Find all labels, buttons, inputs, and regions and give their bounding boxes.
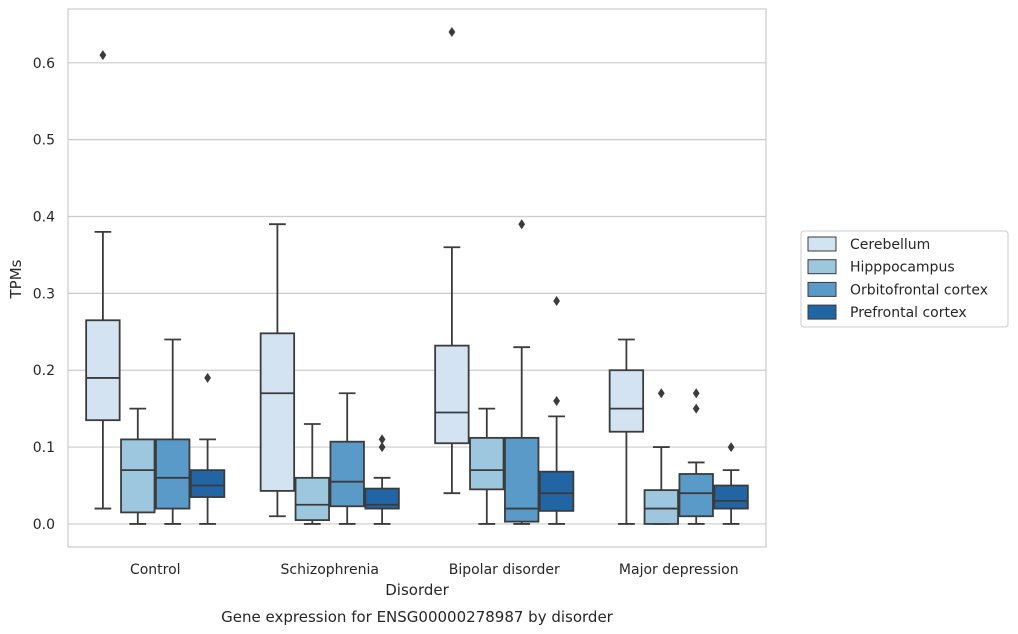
box-hipppocampus (294, 423, 330, 525)
outlier-point (727, 442, 735, 453)
chart-caption: Gene expression for ENSG00000278987 by d… (221, 608, 614, 626)
outlier-point (692, 388, 700, 399)
y-tick-label: 0.3 (33, 286, 55, 302)
iqr-box (364, 487, 400, 510)
box-prefrontal-cortex (189, 372, 226, 525)
legend-swatch (807, 236, 837, 252)
x-tick-label: Bipolar disorder (449, 562, 560, 578)
category-group (608, 338, 749, 525)
category-group (85, 50, 226, 525)
box-prefrontal-cortex (538, 296, 575, 525)
iqr-box (294, 476, 330, 522)
x-axis-label: Disorder (385, 581, 449, 599)
iqr-box (538, 470, 575, 512)
y-tick-labels: 0.0 0.1 0.2 0.3 0.4 0.5 0.6 (33, 56, 55, 533)
legend-label: Hipppocampus (850, 260, 955, 276)
y-tick-label: 0.4 (33, 210, 55, 226)
iqr-box (120, 438, 156, 514)
legend: Cerebellum Hipppocampus Orbitofrontal cort… (800, 230, 1009, 328)
x-tick-label: Major depression (619, 562, 739, 578)
box-orbitofrontal-cortex (329, 392, 365, 525)
box-orbitofrontal-cortex (155, 338, 191, 525)
box-cerebellum (85, 50, 121, 510)
box-cerebellum (259, 223, 296, 518)
iqr-box (643, 489, 679, 525)
legend-label: Cerebellum (850, 237, 930, 253)
y-tick-label: 0.6 (33, 56, 55, 72)
legend-item: Cerebellum (807, 236, 930, 253)
x-tick-label: Control (130, 562, 181, 578)
box-hipppocampus (643, 388, 679, 525)
legend-swatch (807, 304, 837, 320)
box-prefrontal-cortex (713, 442, 749, 525)
outlier-point (204, 372, 211, 383)
iqr-box (329, 440, 365, 508)
box-cerebellum (434, 27, 470, 495)
outlier-point (448, 27, 456, 38)
legend-label: Orbitofrontal cortex (850, 282, 988, 298)
category-group (434, 27, 575, 525)
y-tick-label: 0.5 (33, 133, 55, 149)
legend-item: Prefrontal cortex (807, 304, 967, 321)
x-tick-labels: Control Schizophrenia Bipolar disorder Majo… (130, 562, 739, 578)
legend-item: Hipppocampus (807, 259, 955, 276)
iqr-box (85, 319, 121, 422)
y-tick-label: 0.0 (33, 517, 55, 533)
iqr-box (259, 332, 296, 492)
outlier-point (518, 219, 526, 230)
legend-items: Cerebellum Hipppocampus Orbitofrontal cort… (807, 236, 988, 321)
outlier-point (378, 442, 386, 453)
outlier-point (378, 434, 386, 445)
box-hipppocampus (469, 407, 505, 525)
outlier-point (657, 388, 665, 399)
iqr-box (434, 344, 470, 445)
iqr-box (469, 436, 505, 491)
outlier-point (553, 296, 560, 307)
legend-label: Prefrontal cortex (850, 305, 967, 321)
legend-frame (800, 230, 1009, 328)
y-tick-label: 0.1 (33, 440, 55, 456)
box-cerebellum (608, 338, 645, 525)
iqr-box (155, 438, 191, 510)
outlier-point (553, 395, 560, 406)
y-tick-label: 0.2 (33, 363, 55, 379)
x-tick-label: Schizophrenia (281, 562, 379, 578)
box-orbitofrontal-cortex (678, 388, 714, 525)
box-groups (85, 27, 749, 525)
box-hipppocampus (120, 407, 156, 525)
outlier-point (692, 403, 700, 414)
box-prefrontal-cortex (364, 434, 400, 525)
legend-item: Orbitofrontal cortex (807, 281, 988, 298)
y-axis-label: TPMs (7, 259, 25, 299)
iqr-box (678, 473, 714, 518)
category-group (259, 223, 400, 525)
outlier-point (99, 50, 107, 61)
box-orbitofrontal-cortex (504, 219, 540, 525)
iqr-box (189, 469, 226, 498)
iqr-box (608, 369, 645, 433)
legend-swatch (807, 281, 837, 297)
plot-area-frame (67, 8, 767, 548)
legend-swatch (807, 259, 837, 275)
iqr-box (713, 484, 749, 510)
